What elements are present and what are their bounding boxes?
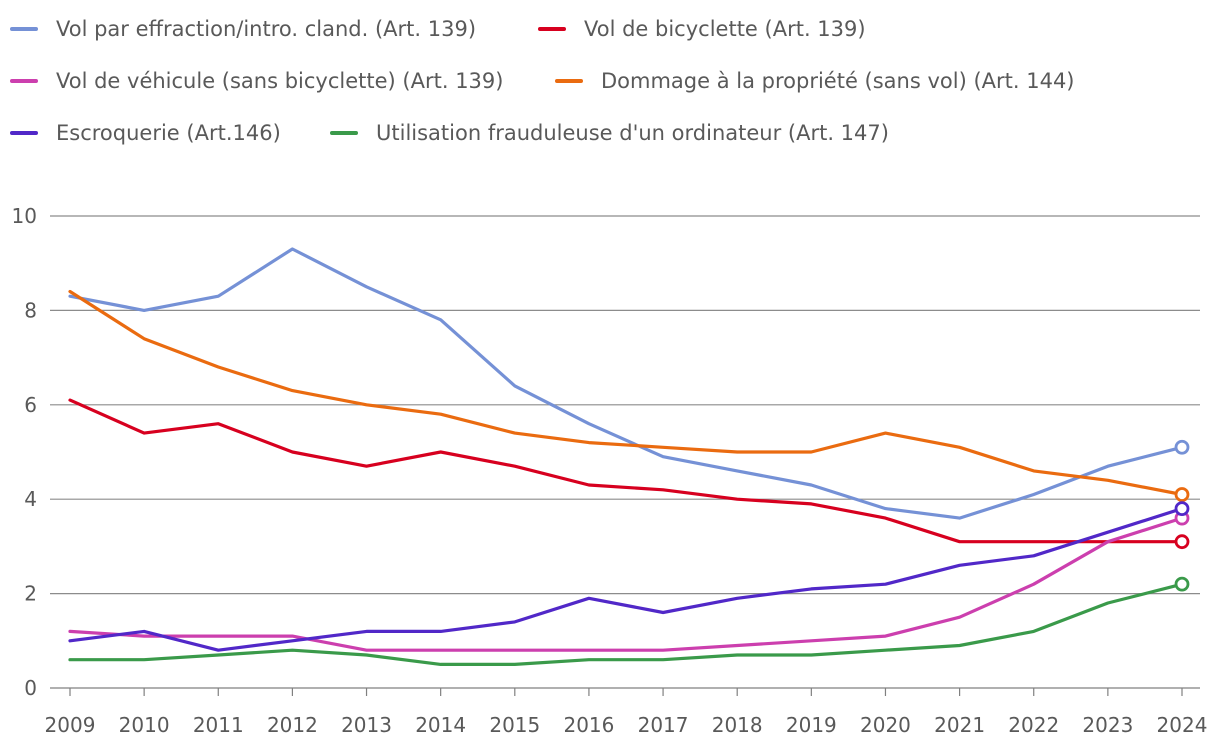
- series-line-vol-de-vehicule-sans-bicyclette-art-139[interactable]: [68, 516, 1184, 652]
- legend-label: Vol de véhicule (sans bicyclette) (Art. …: [56, 69, 504, 93]
- series-line-utilisation-frauduleuse-d-un-ordinateur-art-147[interactable]: [68, 582, 1184, 667]
- series-end-marker-escroquerie-art-146[interactable]: [1174, 501, 1190, 517]
- legend-item-vol-par-effraction-intro-cland-art-139[interactable]: Vol par effraction/intro. cland. (Art. 1…: [10, 14, 476, 44]
- x-tick-label: 2020: [860, 713, 911, 737]
- x-tick-label: 2013: [341, 713, 392, 737]
- x-tick-label: 2023: [1082, 713, 1133, 737]
- legend-label: Utilisation frauduleuse d'un ordinateur …: [376, 121, 889, 145]
- legend-label: Dommage à la propriété (sans vol) (Art. …: [601, 69, 1075, 93]
- legend-swatch: [538, 27, 566, 31]
- x-tick-label: 2024: [1157, 713, 1208, 737]
- legend-swatch: [10, 79, 38, 83]
- x-tick-label: 2022: [1008, 713, 1059, 737]
- y-tick-label: 8: [24, 298, 37, 322]
- legend-item-vol-de-vehicule-sans-bicyclette-art-139[interactable]: Vol de véhicule (sans bicyclette) (Art. …: [10, 66, 503, 96]
- x-tick-label: 2019: [786, 713, 837, 737]
- series-line-vol-de-bicyclette-art-139[interactable]: [68, 398, 1184, 544]
- grid-lines: [50, 215, 1200, 689]
- series-group: [68, 247, 1190, 667]
- x-tick-label: 2014: [415, 713, 466, 737]
- y-tick-label: 0: [24, 676, 37, 700]
- series-end-marker-vol-de-bicyclette-art-139[interactable]: [1174, 534, 1190, 550]
- y-tick-label: 10: [12, 204, 37, 228]
- x-tick-label: 2018: [712, 713, 763, 737]
- x-tick-label: 2011: [193, 713, 244, 737]
- x-tick-label: 2012: [267, 713, 318, 737]
- series-line-vol-par-effraction-intro-cland-art-139[interactable]: [68, 247, 1184, 520]
- series-end-marker-vol-par-effraction-intro-cland-art-139[interactable]: [1174, 439, 1190, 455]
- series-end-marker-utilisation-frauduleuse-d-un-ordinateur-art-147[interactable]: [1174, 576, 1190, 592]
- x-tick-label: 2016: [563, 713, 614, 737]
- legend-swatch: [330, 131, 358, 135]
- series-line-escroquerie-art-146[interactable]: [68, 507, 1184, 652]
- x-tick-label: 2021: [934, 713, 985, 737]
- legend-swatch: [10, 131, 38, 135]
- x-tick-label: 2009: [45, 713, 96, 737]
- legend-swatch: [555, 79, 583, 83]
- chart-legend: Vol par effraction/intro. cland. (Art. 1…: [0, 0, 1220, 170]
- series-line-dommage-a-la-propriete-sans-vol-art-144[interactable]: [68, 289, 1184, 497]
- x-tick-label: 2015: [489, 713, 540, 737]
- legend-item-dommage-a-la-propriete-sans-vol-art-144[interactable]: Dommage à la propriété (sans vol) (Art. …: [555, 66, 1075, 96]
- series-end-marker-dommage-a-la-propriete-sans-vol-art-144[interactable]: [1174, 487, 1190, 502]
- legend-item-vol-de-bicyclette-art-139[interactable]: Vol de bicyclette (Art. 139): [538, 14, 866, 44]
- legend-swatch: [10, 27, 38, 31]
- legend-label: Escroquerie (Art.146): [56, 121, 281, 145]
- y-tick-label: 4: [24, 487, 37, 511]
- x-axis: 2009 2010 2011 2012 2013 2014 2015 2016 2017 2018…: [45, 688, 1208, 737]
- legend-item-utilisation-frauduleuse-d-un-ordinateur-art-147[interactable]: Utilisation frauduleuse d'un ordinateur …: [330, 118, 889, 148]
- legend-label: Vol par effraction/intro. cland. (Art. 1…: [56, 17, 477, 41]
- y-tick-label: 6: [24, 393, 37, 417]
- legend-label: Vol de bicyclette (Art. 139): [584, 17, 866, 41]
- x-tick-label: 2010: [119, 713, 170, 737]
- x-tick-label: 2017: [638, 713, 689, 737]
- y-tick-label: 2: [24, 582, 37, 606]
- y-axis: 0 2 4 6 8 10: [12, 204, 37, 700]
- legend-item-escroquerie-art-146[interactable]: Escroquerie (Art.146): [10, 118, 281, 148]
